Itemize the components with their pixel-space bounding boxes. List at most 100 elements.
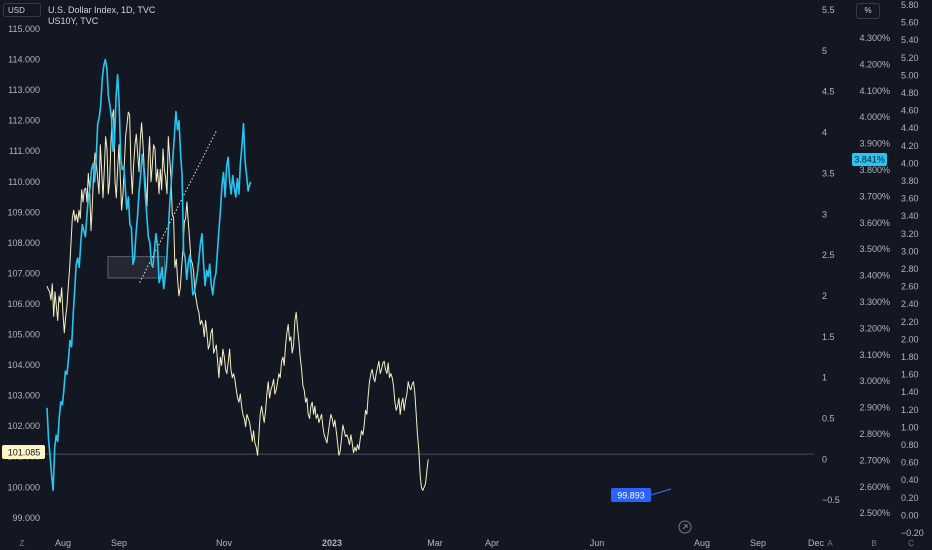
time-tick-label: Nov: [216, 538, 233, 548]
percent-tick-label: 3.500%: [859, 244, 890, 254]
left-tick-label: 112.000: [8, 116, 40, 126]
percent-tick-label: 3.800%: [859, 165, 890, 175]
percent-tick-label: 3.200%: [859, 323, 890, 333]
icon-c[interactable]: C: [908, 539, 914, 548]
percent-axis: 4.300% 4.200% 4.100% 4.000% 3.900% 3.800% 3.70…: [859, 33, 890, 518]
percent-tick-label: 3.400%: [859, 271, 890, 281]
percent-tick-label: 2.800%: [859, 429, 890, 439]
mid-axis: 5.5 5 4.5 4 3.5 3 2.5 2 1.5 1 0.5 0 −0.5: [822, 5, 840, 505]
percent-tick-label: 3.600%: [859, 218, 890, 228]
series-line-dxy[interactable]: [46, 58, 252, 492]
time-tick-label: Apr: [485, 538, 499, 548]
mid-tick-label: 0.5: [822, 414, 835, 424]
right-tick-label: 1.80: [901, 352, 919, 362]
header-subtitle: US10Y, TVC: [48, 16, 99, 26]
mid-tick-label: 4.5: [822, 87, 835, 97]
left-tick-label: 107.000: [7, 268, 40, 278]
percent-tick-label: 3.300%: [859, 297, 890, 307]
percent-tick-label: 3.000%: [859, 376, 890, 386]
right-tick-label: 4.00: [901, 158, 919, 168]
icon-b[interactable]: B: [871, 539, 876, 548]
mid-tick-label: 2.5: [822, 250, 835, 260]
mid-tick-label: 3.5: [822, 168, 835, 178]
percent-tick-label: 2.700%: [859, 455, 890, 465]
price-badge-usd-bg: [2, 445, 45, 459]
header-title: U.S. Dollar Index, 1D, TVC: [48, 5, 156, 15]
mid-tick-label: 5: [822, 46, 827, 56]
left-tick-label: 103.000: [7, 391, 40, 401]
right-tick-label: 3.40: [901, 211, 919, 221]
right-tick-label: 5.60: [901, 18, 919, 28]
price-badge-yield-bg: [852, 153, 887, 166]
callout-label: 99.893: [617, 491, 645, 501]
right-tick-label: 0.40: [901, 475, 919, 485]
left-tick-label: 108.000: [7, 238, 40, 248]
right-tick-label: 4.40: [901, 123, 919, 133]
right-tick-label: 5.20: [901, 53, 919, 63]
percent-tick-label: 2.500%: [859, 508, 890, 518]
time-tick-label: Jun: [590, 538, 605, 548]
time-tick-label: Aug: [694, 538, 710, 548]
right-tick-label: 0.20: [901, 493, 919, 503]
right-tick-label: 0.00: [901, 510, 919, 520]
right-tick-label: −0.20: [901, 528, 924, 538]
mid-tick-label: −0.5: [822, 495, 840, 505]
right-tick-label: 2.80: [901, 264, 919, 274]
percent-axis-button[interactable]: %: [856, 3, 880, 19]
chart-header: U.S. Dollar Index, 1D, TVC US10Y, TVC: [48, 5, 155, 27]
left-tick-label: 111.000: [9, 146, 40, 156]
right-tick-label: 1.40: [901, 387, 919, 397]
time-tick-label: 2023: [322, 538, 342, 548]
percent-tick-label: 2.900%: [859, 403, 890, 413]
left-tick-label: 100.000: [7, 482, 40, 492]
percent-tick-label: 3.700%: [859, 191, 890, 201]
trend-line[interactable]: [139, 129, 218, 283]
right-tick-label: 3.60: [901, 194, 919, 204]
time-tick-label: Sep: [111, 538, 127, 548]
percent-tick-label: 3.900%: [859, 139, 890, 149]
time-tick-label: Dec: [808, 538, 825, 548]
right-tick-label: 1.60: [901, 370, 919, 380]
price-badge-yield: 3.841%: [854, 155, 885, 165]
icon-z[interactable]: Z: [20, 539, 25, 548]
mid-tick-label: 0: [822, 454, 827, 464]
callout-pointer: [650, 488, 672, 496]
replay-icon[interactable]: [678, 520, 692, 534]
left-tick-label: 113.000: [8, 85, 40, 95]
time-tick-label: Mar: [427, 538, 443, 548]
right-tick-label: 2.00: [901, 334, 919, 344]
mid-tick-label: 1: [822, 373, 827, 383]
right-tick-label: 0.60: [901, 458, 919, 468]
left-tick-label: 110.000: [8, 177, 40, 187]
usd-axis-button[interactable]: USD: [3, 3, 41, 17]
price-badge-usd: 101.085: [8, 448, 41, 458]
right-tick-label: 4.60: [901, 106, 919, 116]
callout-box[interactable]: [611, 488, 651, 502]
right-axis: 5.80 5.60 5.40 5.20 5.00 4.80 4.60 4.40 4.20 4.00…: [901, 0, 924, 538]
right-tick-label: 5.00: [901, 70, 919, 80]
mid-tick-label: 4: [822, 128, 827, 138]
right-tick-label: 2.60: [901, 282, 919, 292]
right-tick-label: 5.80: [901, 0, 919, 10]
icon-a[interactable]: A: [827, 539, 833, 548]
range-rectangle[interactable]: [107, 256, 166, 279]
percent-tick-label: 4.300%: [859, 33, 890, 43]
percent-tick-label: 4.000%: [859, 112, 890, 122]
percent-tick-label: 2.600%: [859, 482, 890, 492]
left-tick-label: 115.000: [8, 24, 40, 34]
right-tick-label: 2.20: [901, 317, 919, 327]
left-tick-label: 102.000: [7, 421, 40, 431]
mid-tick-label: 5.5: [822, 5, 835, 15]
left-tick-label: 109.000: [7, 207, 40, 217]
time-axis: Aug Sep Nov 2023 Mar Apr Jun Aug Sep Dec: [55, 538, 825, 548]
left-tick-label: 106.000: [7, 299, 40, 309]
mid-tick-label: 1.5: [822, 332, 835, 342]
series-line-us10y[interactable]: [46, 109, 429, 491]
right-tick-label: 5.40: [901, 35, 919, 45]
right-tick-label: 1.00: [901, 422, 919, 432]
right-tick-label: 4.20: [901, 141, 919, 151]
drawing-layer[interactable]: [45, 129, 814, 455]
percent-tick-label: 4.200%: [859, 59, 890, 69]
percent-tick-label: 3.100%: [859, 350, 890, 360]
